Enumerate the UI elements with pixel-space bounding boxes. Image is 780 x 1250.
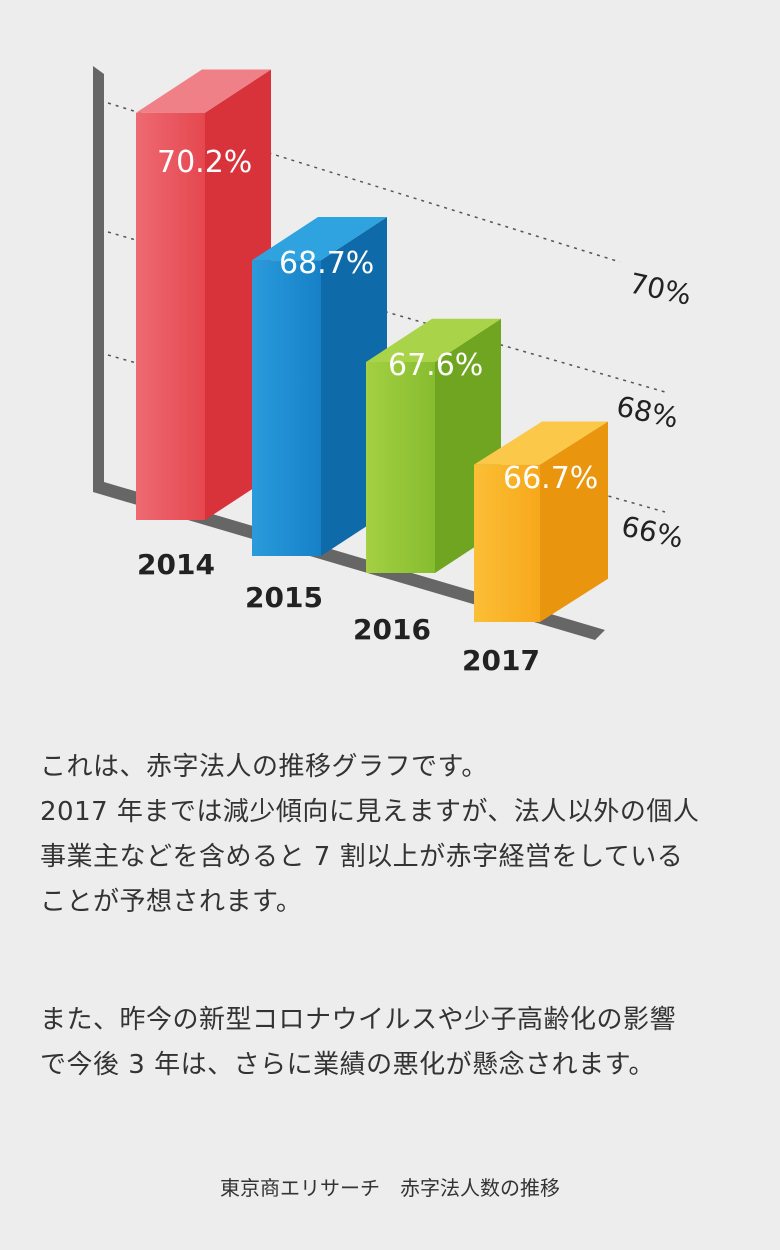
bar-2014: 70.2%	[136, 69, 271, 521]
bar-value-label: 68.7%	[279, 246, 374, 281]
description-line: 2017 年までは減少傾向に見えますが、法人以外の個人	[40, 797, 700, 827]
y-tick-label: 68%	[614, 390, 682, 435]
description-paragraph-2: また、昨今の新型コロナウイルスや少子高齢化の影響 で今後 3 年は、さらに業績の…	[40, 998, 745, 1088]
bar-front	[366, 362, 435, 573]
bar-2017: 66.7%	[474, 421, 608, 622]
bar-top	[252, 217, 387, 261]
x-tick-label: 2017	[462, 644, 540, 677]
bar-top	[136, 69, 271, 113]
description-line: 事業主などを含めると 7 割以上が赤字経営をしている	[40, 842, 684, 872]
y-tick-label: 66%	[619, 510, 687, 555]
y-tick-label: 70%	[627, 267, 695, 312]
bar-top	[366, 318, 501, 362]
bar-side	[540, 421, 608, 622]
bar-value-label: 67.6%	[388, 348, 483, 383]
source-caption: 東京商エリサーチ 赤字法人数の推移	[220, 1176, 560, 1200]
description-line: また、昨今の新型コロナウイルスや少子高齢化の影響	[40, 1005, 677, 1035]
bar-front	[474, 464, 540, 622]
x-tick-label: 2015	[245, 581, 323, 614]
description-paragraph-1: これは、赤字法人の推移グラフです。 2017 年までは減少傾向に見えますが、法人…	[40, 745, 745, 925]
bar-front	[252, 260, 321, 556]
description-line: で今後 3 年は、さらに業績の悪化が懸念されます。	[40, 1050, 655, 1080]
bar-value-label: 70.2%	[157, 145, 252, 180]
description-line: ことが予想されます。	[40, 887, 303, 917]
bar-top	[474, 421, 608, 465]
y-axis	[93, 66, 104, 492]
bar-front	[136, 112, 205, 520]
bar-2016: 67.6%	[366, 318, 501, 573]
description-line: これは、赤字法人の推移グラフです。	[40, 752, 488, 782]
bar-2015: 68.7%	[252, 217, 387, 556]
bar-value-label: 66.7%	[503, 461, 598, 496]
x-tick-label: 2014	[137, 548, 215, 581]
x-tick-label: 2016	[353, 613, 431, 646]
bar-chart: 70.2% 68.7% 67.6% 66.7% 70% 68% 66% 2014 20…	[93, 66, 695, 677]
